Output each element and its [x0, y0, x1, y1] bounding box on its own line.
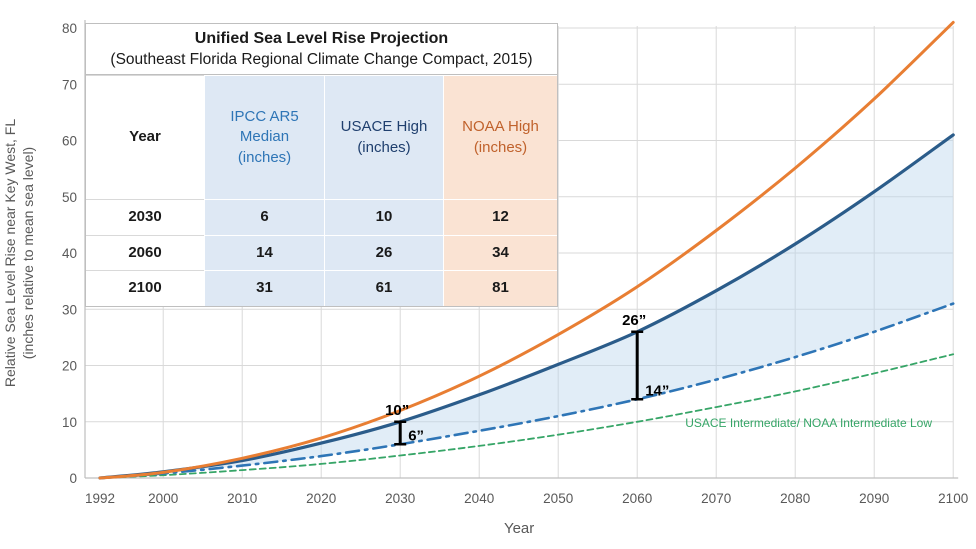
table-grid: Year IPCC AR5 Median (inches) USACE High (… — [86, 75, 557, 306]
x-tick-label: 2040 — [464, 491, 494, 506]
column-header-noaa-high: NOAA High (inches) — [443, 75, 557, 199]
x-axis-title: Year — [504, 520, 534, 537]
y-tick-label: 50 — [62, 190, 77, 205]
noaa-high-line — [98, 20, 955, 480]
table-row-year: 2100 — [86, 270, 204, 306]
x-tick-label: 2080 — [780, 491, 810, 506]
column-header-usace-high: USACE High (inches) — [324, 75, 443, 199]
annotation-high-label: 26” — [622, 312, 646, 329]
ipcc-ar5-median-line — [98, 302, 955, 480]
x-tick-label: 1992 — [85, 491, 115, 506]
x-tick-label: 2000 — [148, 491, 178, 506]
table-subtitle: (Southeast Florida Regional Climate Chan… — [110, 50, 533, 68]
x-tick-label: 2070 — [701, 491, 731, 506]
table-cell-value: 61 — [324, 270, 443, 306]
intermediate-low-series-label: USACE Intermediate/ NOAA Intermediate Lo… — [685, 416, 932, 430]
y-axis-title-line2: (inches relative to mean sea level) — [20, 147, 36, 359]
y-tick-label: 70 — [62, 77, 77, 92]
table-cell-value: 81 — [443, 270, 557, 306]
usace-high-line — [98, 133, 955, 480]
table-row-year: 2030 — [86, 199, 204, 235]
table-cell-value: 26 — [324, 235, 443, 270]
table-cell-value: 10 — [324, 199, 443, 235]
annotation-high-label: 10” — [385, 402, 409, 419]
y-tick-label: 80 — [62, 21, 77, 36]
column-header-ipcc-ar5: IPCC AR5 Median (inches) — [204, 75, 324, 199]
y-tick-label: 20 — [62, 359, 77, 374]
annotation-low-label: 6” — [408, 427, 424, 444]
projection-table: Unified Sea Level Rise Projection (South… — [85, 23, 558, 307]
y-tick-label: 0 — [69, 471, 77, 486]
uncertainty-band — [100, 134, 954, 478]
table-cell-value: 14 — [204, 235, 324, 270]
y-axis-title-line1: Relative Sea Level Rise near Key West, F… — [2, 119, 18, 387]
annotation-low-label: 14” — [645, 382, 669, 399]
y-tick-label: 60 — [62, 134, 77, 149]
x-tick-label: 2010 — [227, 491, 257, 506]
table-cell-value: 31 — [204, 270, 324, 306]
x-tick-label: 2050 — [543, 491, 573, 506]
table-cell-value: 12 — [443, 199, 557, 235]
usace-intermediate-noaa-intermediate-low-line — [99, 353, 955, 479]
x-tick-label: 2100 — [938, 491, 968, 506]
table-title: Unified Sea Level Rise Projection — [194, 30, 449, 48]
x-tick-label: 2060 — [622, 491, 652, 506]
x-tick-label: 2090 — [859, 491, 889, 506]
y-tick-label: 40 — [62, 246, 77, 261]
y-tick-label: 10 — [62, 415, 77, 430]
x-tick-label: 2020 — [306, 491, 336, 506]
table-title-block: Unified Sea Level Rise Projection (South… — [86, 24, 557, 75]
table-row-year: 2060 — [86, 235, 204, 270]
table-cell-value: 6 — [204, 199, 324, 235]
y-tick-label: 30 — [62, 302, 77, 317]
column-header-year: Year — [86, 75, 204, 199]
x-tick-label: 2030 — [385, 491, 415, 506]
table-cell-value: 34 — [443, 235, 557, 270]
